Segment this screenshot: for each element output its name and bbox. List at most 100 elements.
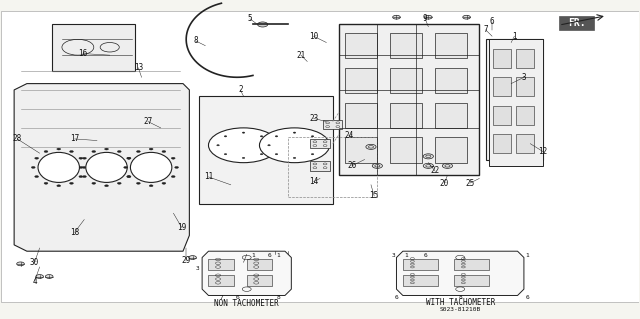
Circle shape (224, 136, 227, 137)
Bar (403, 259, 438, 270)
Text: 11: 11 (204, 172, 213, 182)
Polygon shape (199, 96, 333, 204)
Circle shape (162, 151, 166, 152)
Bar (559, 16, 594, 30)
Circle shape (83, 176, 86, 178)
Text: 7: 7 (220, 294, 223, 300)
Circle shape (423, 163, 433, 168)
Ellipse shape (38, 152, 79, 182)
Circle shape (393, 15, 400, 19)
Text: 1: 1 (512, 32, 516, 41)
Circle shape (162, 182, 166, 184)
Circle shape (311, 153, 314, 155)
Polygon shape (396, 251, 524, 295)
Circle shape (36, 275, 44, 278)
Circle shape (92, 151, 96, 152)
Bar (390, 33, 422, 58)
Circle shape (117, 151, 121, 152)
Circle shape (31, 167, 35, 168)
Circle shape (79, 176, 83, 178)
Text: 15: 15 (369, 191, 379, 200)
Text: 8: 8 (276, 294, 280, 300)
Text: 16: 16 (78, 49, 88, 58)
Circle shape (224, 153, 227, 155)
Text: 19: 19 (177, 223, 186, 232)
Circle shape (44, 151, 48, 152)
Text: 3: 3 (522, 73, 526, 82)
Bar (246, 275, 272, 286)
Text: 25: 25 (465, 179, 474, 188)
Text: 5: 5 (248, 14, 252, 23)
Bar (435, 68, 467, 93)
Text: 6: 6 (267, 254, 271, 258)
Bar (390, 68, 422, 93)
Ellipse shape (131, 152, 172, 182)
Circle shape (57, 148, 61, 150)
Circle shape (17, 262, 24, 266)
Text: 2: 2 (238, 85, 243, 94)
Text: 8: 8 (193, 36, 198, 45)
Text: 26: 26 (348, 161, 356, 170)
Text: 27: 27 (143, 117, 152, 126)
Bar (516, 134, 534, 153)
Text: 1: 1 (252, 254, 255, 258)
Circle shape (149, 185, 153, 187)
Circle shape (189, 256, 196, 259)
Text: 7: 7 (483, 25, 488, 34)
Circle shape (366, 144, 376, 149)
Circle shape (275, 136, 278, 137)
Circle shape (136, 151, 140, 152)
Circle shape (79, 167, 83, 168)
Text: 6: 6 (395, 294, 398, 300)
Circle shape (268, 145, 270, 146)
Text: 6: 6 (236, 294, 239, 300)
Circle shape (209, 128, 278, 163)
Bar (310, 139, 330, 148)
Bar (516, 106, 534, 125)
Circle shape (35, 176, 38, 178)
Circle shape (127, 157, 131, 159)
Circle shape (70, 151, 74, 152)
Bar (339, 24, 479, 175)
Bar (493, 49, 511, 68)
Polygon shape (52, 24, 135, 71)
Bar (346, 103, 378, 128)
Bar (346, 137, 378, 163)
Bar (390, 103, 422, 128)
Circle shape (104, 185, 108, 187)
Bar (493, 106, 511, 125)
Bar (493, 134, 511, 153)
Circle shape (423, 154, 433, 159)
Circle shape (104, 148, 108, 150)
Bar (454, 275, 489, 286)
Circle shape (136, 182, 140, 184)
Text: 14: 14 (309, 177, 318, 186)
Circle shape (463, 15, 470, 19)
Bar (435, 33, 467, 58)
Text: 1: 1 (525, 254, 529, 258)
Circle shape (175, 167, 179, 168)
Bar (493, 77, 511, 96)
Text: 8: 8 (458, 294, 462, 300)
Text: 4: 4 (32, 277, 37, 286)
Circle shape (260, 153, 263, 155)
Bar (454, 259, 489, 270)
Text: 1: 1 (276, 254, 280, 258)
Circle shape (243, 157, 245, 159)
Circle shape (372, 163, 383, 168)
Text: 13: 13 (134, 63, 143, 72)
Circle shape (44, 182, 48, 184)
Circle shape (45, 275, 53, 278)
Circle shape (130, 167, 134, 168)
Circle shape (117, 182, 121, 184)
Text: 6: 6 (525, 294, 529, 300)
Circle shape (83, 167, 86, 168)
Circle shape (424, 15, 432, 19)
Circle shape (57, 185, 61, 187)
Circle shape (442, 163, 452, 168)
Bar (435, 103, 467, 128)
Text: 30: 30 (30, 258, 39, 267)
Polygon shape (202, 251, 291, 295)
Bar (346, 68, 378, 93)
Circle shape (260, 136, 263, 137)
